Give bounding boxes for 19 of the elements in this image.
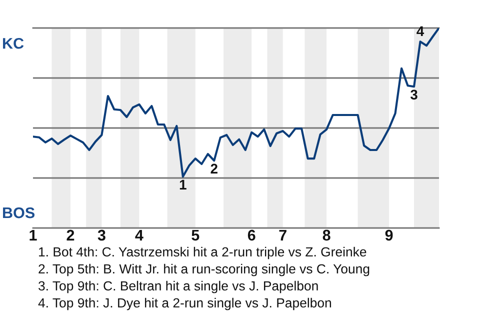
text: 3. Top 9th: C. Beltran hit a single vs J. Papelbon	[38, 280, 318, 294]
text: 2. Top 5th: B. Witt Jr. hit a run-scoring single vs C. Young	[38, 264, 370, 276]
text: 4. Top 9th: J. Dye hit a 2-run single vs J. Papelbon	[38, 298, 332, 310]
annotation: 4	[416, 26, 424, 36]
annotation: 1	[180, 180, 186, 190]
x-tick-label: 8	[322, 230, 330, 241]
x-tick-label: 4	[135, 230, 144, 240]
annotation: 3	[410, 90, 418, 100]
text: 1. Bot 4th: C. Yastrzemski hit a 2-run triple vs Z. Greinke	[39, 246, 366, 260]
x-tick-label: 9	[385, 230, 393, 241]
x-tick-label: 3	[98, 230, 106, 241]
text: KC	[3, 38, 24, 49]
x-tick-label: 2	[66, 230, 74, 240]
annotation: BOS	[3, 207, 35, 218]
x-tick-label: 6	[248, 230, 256, 241]
x-tick-label: 7	[279, 230, 286, 240]
annotation: 2	[210, 164, 218, 174]
x-tick-label: 5	[192, 230, 200, 241]
x-tick-label: 1	[30, 230, 37, 240]
